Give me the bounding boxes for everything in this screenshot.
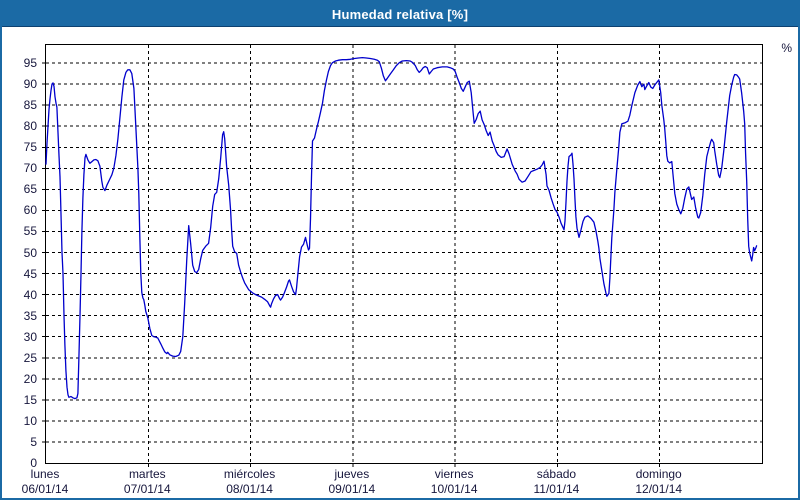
y-tick-label: 65 [23, 182, 37, 197]
y-tick-label: 15 [23, 392, 37, 407]
day-date: 07/01/14 [123, 482, 171, 496]
y-tick-label: 30 [23, 329, 37, 344]
x-day-label: sábado 11/01/14 [510, 467, 602, 497]
x-day-label: lunes 06/01/14 [2, 467, 91, 497]
y-tick-label: 20 [23, 371, 37, 386]
y-tick-label: 80 [23, 119, 37, 134]
humidity-chart [42, 45, 762, 467]
x-day-label: jueves 09/01/14 [306, 467, 398, 497]
day-name: martes [128, 467, 166, 481]
day-date: 12/01/14 [635, 482, 683, 496]
h-gridlines [42, 62, 762, 443]
day-date: 10/01/14 [430, 482, 478, 496]
y-tick-label: 90 [23, 77, 37, 92]
y-tick-label: 45 [23, 266, 37, 281]
day-name: jueves [334, 467, 370, 481]
y-tick-label: 50 [23, 245, 37, 260]
v-gridlines [147, 45, 661, 467]
day-name: miércoles [223, 467, 276, 481]
x-day-label: martes 07/01/14 [101, 467, 193, 497]
day-name: domingo [635, 467, 682, 481]
humidity-line [45, 56, 758, 400]
day-name: viernes [434, 467, 474, 481]
y-tick-label: 55 [23, 224, 37, 239]
y-tick-label: 40 [23, 287, 37, 302]
y-tick-label: 10 [23, 413, 37, 428]
title-bar: Humedad relativa [%] [2, 2, 798, 27]
day-name: lunes [30, 467, 60, 481]
y-tick-label: 85 [23, 98, 37, 113]
y-axis-unit-label: % [781, 41, 792, 55]
day-name: sábado [536, 467, 577, 481]
day-date: 06/01/14 [21, 482, 69, 496]
x-day-label: viernes 10/01/14 [408, 467, 500, 497]
x-axis-labels: lunes 06/01/14 martes 07/01/14 miércoles 08/0… [2, 467, 798, 498]
plot-area [42, 44, 763, 467]
y-tick-label: 5 [30, 434, 37, 449]
y-tick-label: 35 [23, 308, 37, 323]
day-date: 09/01/14 [328, 482, 376, 496]
day-date: 08/01/14 [226, 482, 273, 496]
y-axis-labels: 0 5 10 15 20 25 30 35 40 45 50 55 60 65 70 75 80 85 90 95 [2, 2, 41, 498]
y-tick-label: 95 [23, 56, 37, 71]
day-date: 11/01/14 [533, 482, 580, 496]
y-tick-label: 25 [23, 350, 37, 365]
y-tick-label: 60 [23, 203, 37, 218]
x-day-label: domingo 12/01/14 [613, 467, 705, 497]
chart-title: Humedad relativa [%] [331, 6, 469, 22]
y-tick-label: 0 [30, 456, 37, 470]
y-tick-label: 70 [23, 161, 37, 176]
x-day-label: miércoles 08/01/14 [204, 467, 296, 497]
y-tick-label: 75 [23, 140, 37, 155]
